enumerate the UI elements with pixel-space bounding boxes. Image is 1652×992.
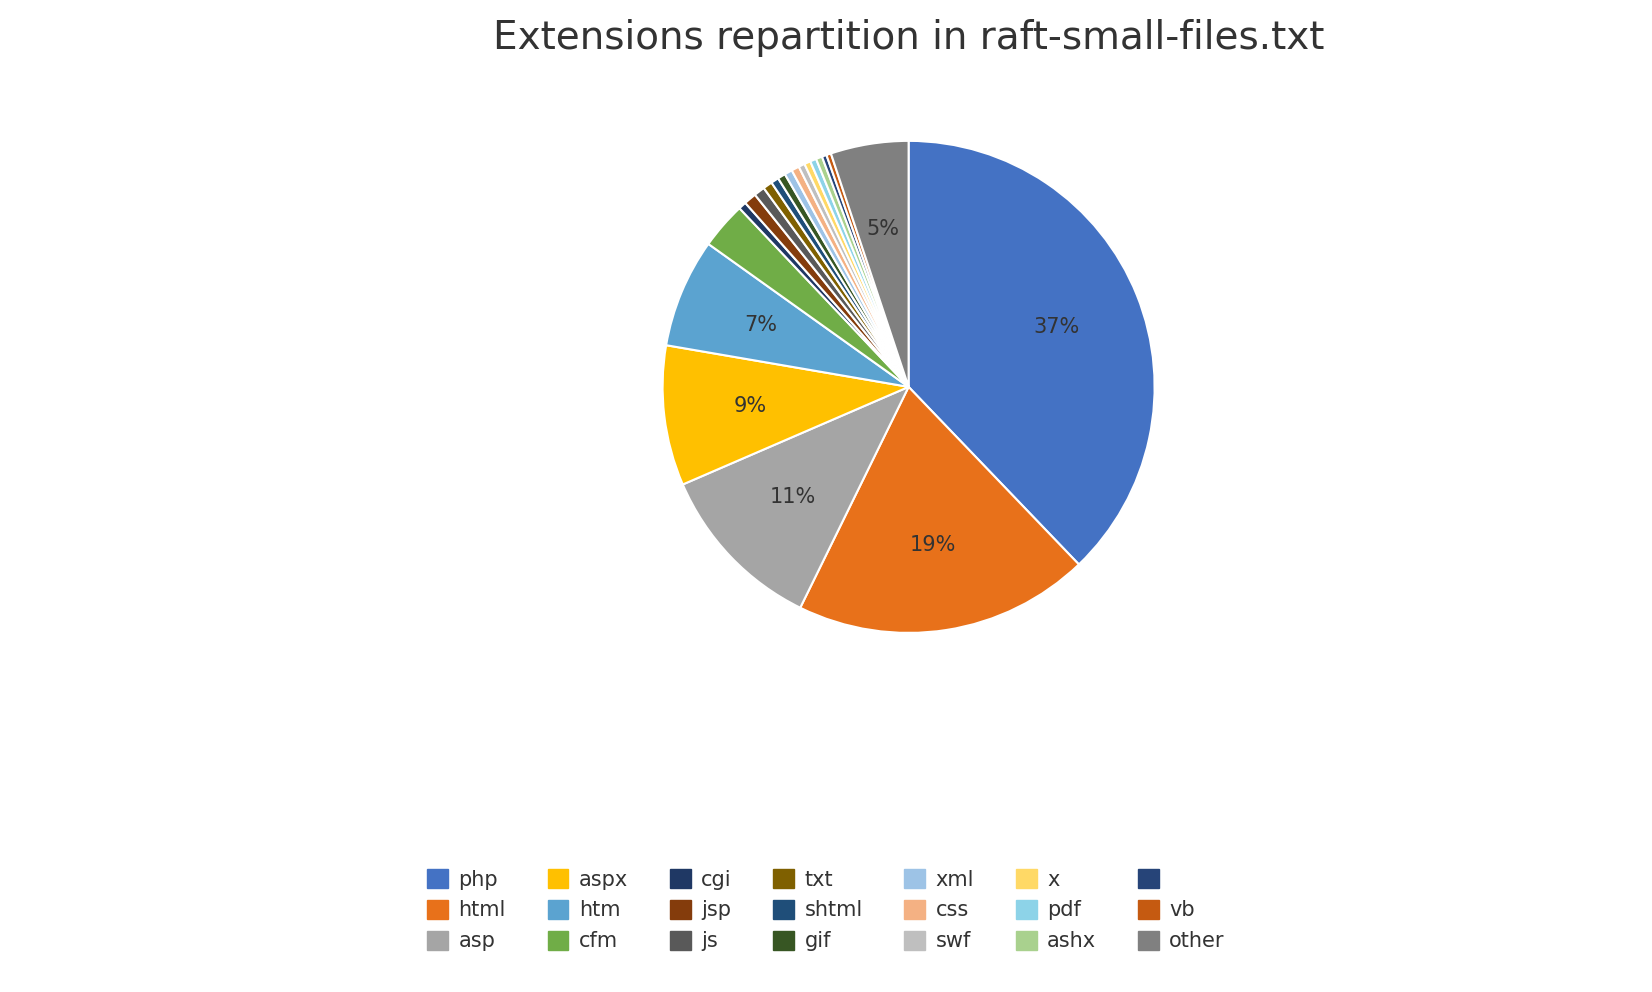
Wedge shape xyxy=(791,167,909,387)
Wedge shape xyxy=(823,155,909,387)
Text: 37%: 37% xyxy=(1034,317,1080,337)
Wedge shape xyxy=(662,345,909,484)
Wedge shape xyxy=(809,159,909,387)
Wedge shape xyxy=(745,194,909,387)
Wedge shape xyxy=(785,171,909,387)
Wedge shape xyxy=(682,387,909,608)
Wedge shape xyxy=(755,188,909,387)
Wedge shape xyxy=(740,203,909,387)
Text: 9%: 9% xyxy=(733,396,767,416)
Text: 19%: 19% xyxy=(910,535,957,555)
Wedge shape xyxy=(763,183,909,387)
Wedge shape xyxy=(831,141,909,387)
Text: 11%: 11% xyxy=(770,487,816,507)
Wedge shape xyxy=(816,157,909,387)
Wedge shape xyxy=(771,179,909,387)
Wedge shape xyxy=(778,175,909,387)
Wedge shape xyxy=(826,154,909,387)
Wedge shape xyxy=(805,162,909,387)
Legend: php, html, asp, aspx, htm, cfm, cgi, jsp, js, txt, shtml, gif, xml, css, swf, x,: php, html, asp, aspx, htm, cfm, cgi, jsp… xyxy=(416,859,1236,961)
Wedge shape xyxy=(709,208,909,387)
Text: 5%: 5% xyxy=(867,219,900,239)
Wedge shape xyxy=(909,141,1155,564)
Title: Extensions repartition in raft-small-files.txt: Extensions repartition in raft-small-fil… xyxy=(492,19,1325,57)
Wedge shape xyxy=(800,387,1079,633)
Text: 7%: 7% xyxy=(745,315,778,335)
Wedge shape xyxy=(666,244,909,387)
Wedge shape xyxy=(800,164,909,387)
